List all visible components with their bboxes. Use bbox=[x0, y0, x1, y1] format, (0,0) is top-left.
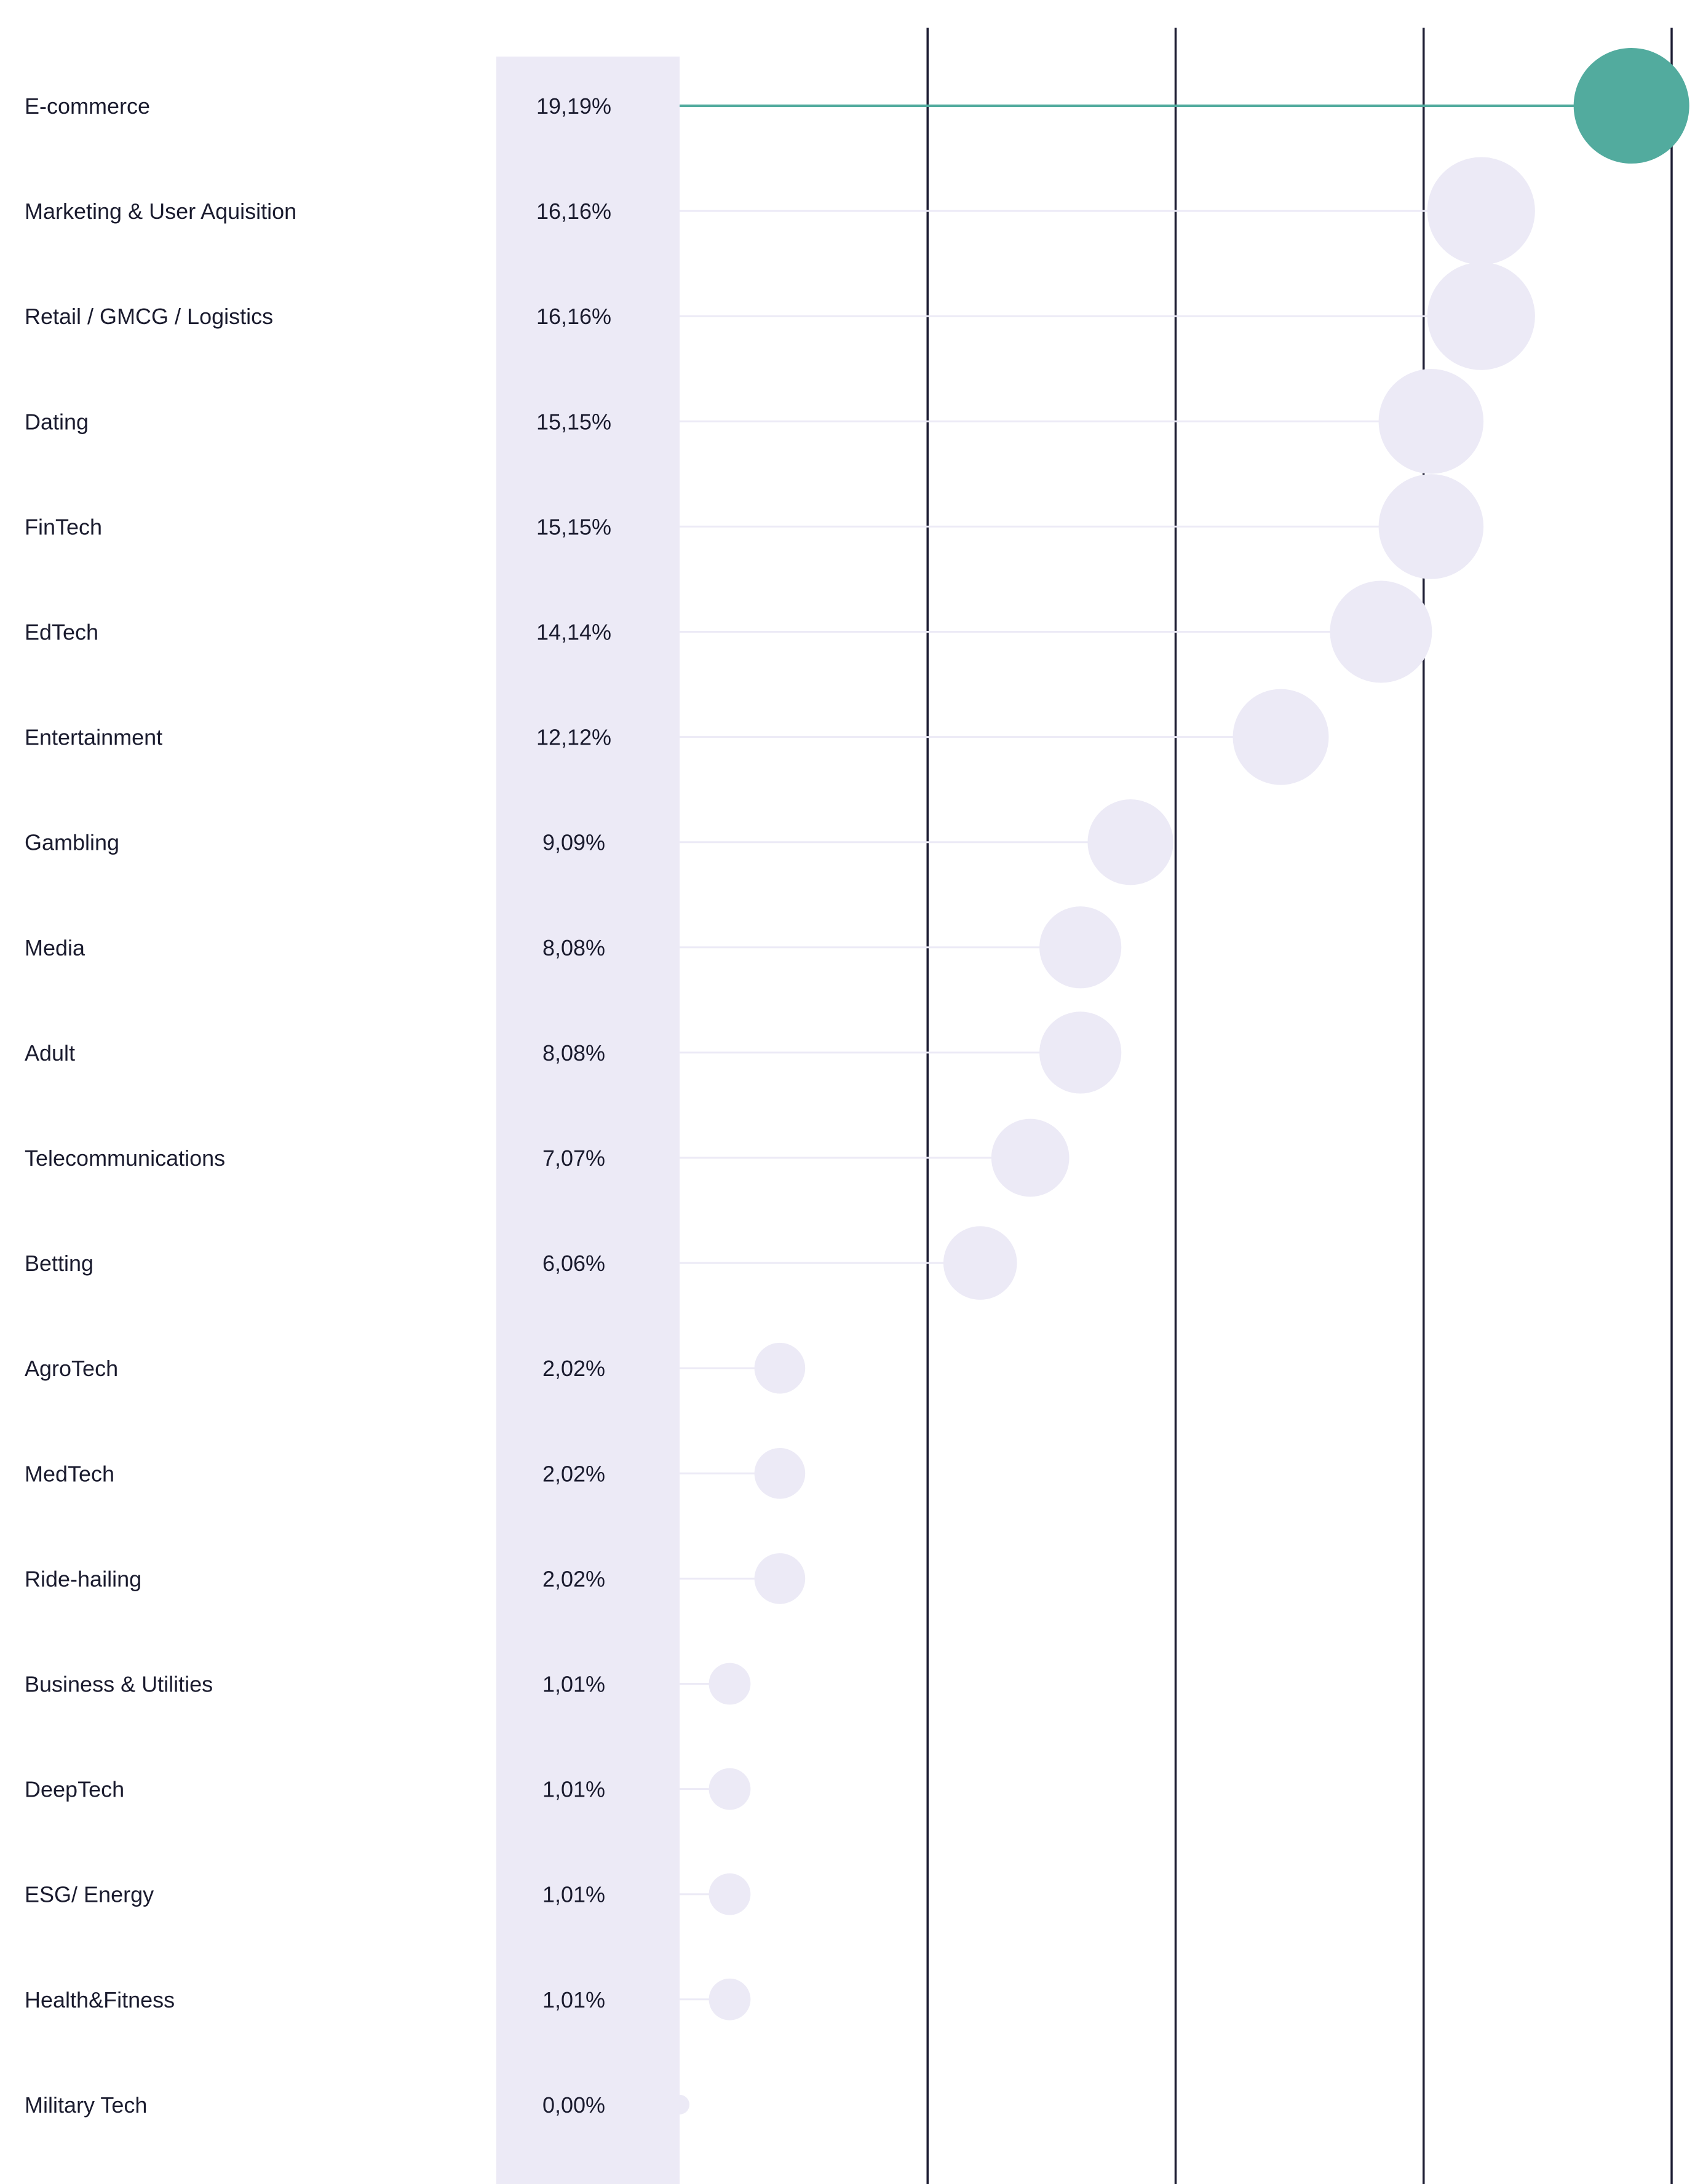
category-label: Adult bbox=[25, 1040, 75, 1066]
category-label: Health&Fitness bbox=[25, 1987, 175, 2012]
category-label: Retail / GMCG / Logistics bbox=[25, 304, 273, 329]
value-label: 19,19% bbox=[536, 93, 611, 119]
category-label: Marketing & User Aquisition bbox=[25, 199, 296, 224]
data-point bbox=[754, 1447, 806, 1499]
category-label: Ride-hailing bbox=[25, 1566, 141, 1591]
data-point bbox=[670, 2094, 689, 2115]
data-point bbox=[991, 1118, 1070, 1197]
value-label: 15,15% bbox=[536, 514, 611, 539]
data-point bbox=[1378, 474, 1484, 579]
data-point bbox=[709, 1978, 751, 2020]
category-label: AgroTech bbox=[25, 1356, 118, 1381]
value-label: 1,01% bbox=[542, 1672, 605, 1697]
category-label: Gambling bbox=[25, 830, 119, 855]
category-label: Dating bbox=[25, 409, 89, 434]
category-labels: E-commerce Marketing & User Aquisition Ret… bbox=[25, 93, 296, 2118]
value-label: 1,01% bbox=[542, 1987, 605, 2012]
category-label: DeepTech bbox=[25, 1777, 124, 1802]
data-point bbox=[1378, 368, 1484, 474]
category-label: E-commerce bbox=[25, 93, 150, 119]
data-point bbox=[1427, 262, 1535, 370]
category-label: Business & Utilities bbox=[25, 1672, 213, 1697]
value-label: 2,02% bbox=[542, 1461, 605, 1486]
value-label: 8,08% bbox=[542, 935, 605, 960]
value-label: 0,00% bbox=[542, 2092, 605, 2118]
data-point bbox=[709, 1873, 751, 1915]
category-label: MedTech bbox=[25, 1461, 114, 1486]
category-label: EdTech bbox=[25, 620, 98, 645]
category-label: ESG/ Energy bbox=[25, 1882, 154, 1907]
category-label: Media bbox=[25, 935, 85, 960]
value-labels: 19,19% 16,16% 16,16% 15,15% 15,15% 14,14% 12,1… bbox=[536, 93, 611, 2118]
dots bbox=[670, 48, 1689, 2115]
data-point bbox=[1573, 48, 1689, 164]
value-label: 12,12% bbox=[536, 725, 611, 750]
category-label: Betting bbox=[25, 1251, 93, 1276]
data-point bbox=[754, 1553, 806, 1604]
data-point bbox=[1330, 580, 1432, 683]
gridlines bbox=[926, 28, 1673, 2184]
value-label: 2,02% bbox=[542, 1356, 605, 1381]
value-label: 16,16% bbox=[536, 304, 611, 329]
data-point bbox=[943, 1226, 1017, 1300]
value-label: 1,01% bbox=[542, 1882, 605, 1907]
category-label: Military Tech bbox=[25, 2092, 147, 2118]
category-label: Telecommunications bbox=[25, 1145, 225, 1171]
data-point bbox=[754, 1342, 806, 1394]
data-point bbox=[709, 1768, 751, 1810]
value-label: 15,15% bbox=[536, 409, 611, 434]
value-label: 6,06% bbox=[542, 1251, 605, 1276]
value-column-background bbox=[496, 57, 680, 2184]
value-label: 2,02% bbox=[542, 1566, 605, 1591]
value-label: 9,09% bbox=[542, 830, 605, 855]
data-point bbox=[1087, 799, 1173, 885]
data-point bbox=[1039, 1011, 1122, 1094]
value-label: 16,16% bbox=[536, 199, 611, 224]
data-point bbox=[1039, 906, 1122, 989]
value-label: 7,07% bbox=[542, 1145, 605, 1171]
category-label: FinTech bbox=[25, 514, 102, 539]
category-label: Entertainment bbox=[25, 725, 162, 750]
value-label: 8,08% bbox=[542, 1040, 605, 1066]
value-label: 14,14% bbox=[536, 620, 611, 645]
data-point bbox=[1427, 157, 1535, 265]
data-point bbox=[709, 1663, 751, 1705]
value-label: 1,01% bbox=[542, 1777, 605, 1802]
connectors bbox=[680, 105, 1632, 2001]
data-point bbox=[1233, 689, 1329, 785]
